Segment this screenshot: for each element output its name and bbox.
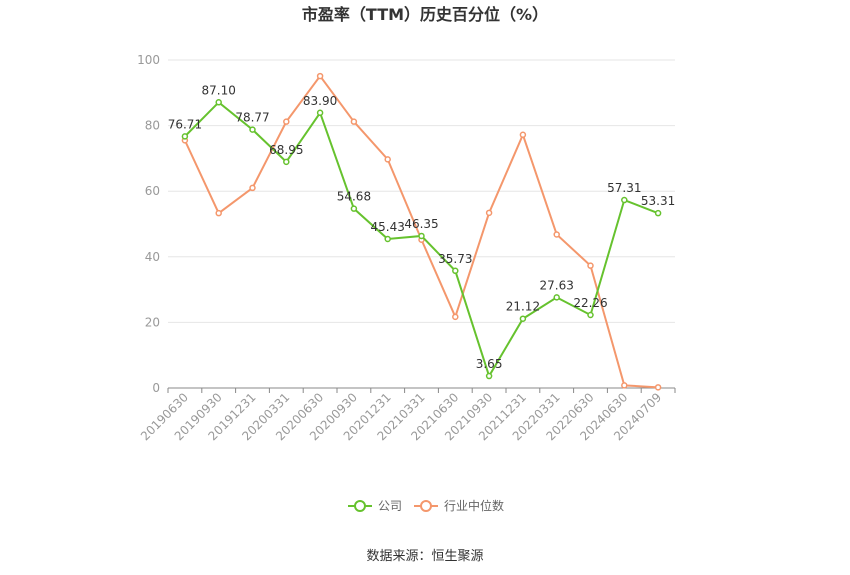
data-point[interactable] [553, 231, 560, 238]
data-label: 78.77 [235, 111, 269, 125]
data-label: 54.68 [337, 190, 371, 204]
y-tick-label: 80 [145, 119, 160, 133]
legend-label: 行业中位数 [444, 498, 504, 513]
y-axis: 0 20 40 60 80 100 [137, 53, 160, 395]
data-point[interactable] [316, 72, 324, 80]
data-label: 53.31 [641, 194, 675, 208]
data-point[interactable] [587, 262, 594, 269]
data-label: 76.71 [168, 117, 202, 131]
data-point[interactable] [621, 382, 628, 389]
series-group [181, 72, 662, 391]
data-point[interactable] [519, 315, 527, 322]
data-label: 3.65 [476, 357, 503, 371]
grid-lines [168, 59, 675, 323]
data-label: 21.12 [506, 300, 540, 314]
data-point[interactable] [485, 209, 493, 217]
legend-item[interactable]: 公司 [348, 499, 402, 513]
data-point[interactable] [384, 156, 391, 163]
data-label: 45.43 [371, 220, 405, 234]
data-point[interactable] [350, 205, 358, 212]
legend-marker [354, 500, 366, 512]
data-point[interactable] [249, 184, 256, 192]
data-label: 87.10 [202, 83, 236, 97]
data-point[interactable] [418, 232, 425, 240]
data-label: 83.90 [303, 94, 337, 108]
data-point[interactable] [587, 311, 594, 319]
y-tick-label: 0 [152, 381, 160, 395]
data-point[interactable] [452, 313, 459, 321]
legend-item[interactable]: 行业中位数 [414, 498, 504, 513]
data-label: 46.35 [404, 217, 438, 231]
data-point[interactable] [283, 118, 290, 125]
data-point[interactable] [215, 209, 222, 217]
legend[interactable]: 公司 行业中位数 [348, 498, 504, 513]
data-point[interactable] [316, 109, 324, 117]
data-labels: 76.71 87.10 78.77 68.95 83.90 54.68 45.43 46.35… [168, 83, 676, 371]
y-tick-label: 20 [145, 315, 160, 329]
data-label: 68.95 [269, 143, 303, 157]
data-label: 22.26 [573, 296, 607, 310]
data-point[interactable] [384, 235, 391, 243]
y-tick-label: 60 [145, 184, 160, 198]
source-note: 数据来源：恒生聚源 [366, 549, 483, 564]
data-point[interactable] [249, 126, 256, 133]
data-point[interactable] [215, 99, 222, 106]
data-point[interactable] [654, 209, 662, 217]
data-label: 27.63 [540, 278, 574, 292]
data-point[interactable] [350, 118, 358, 125]
chart-title: 市盈率（TTM）历史百分位（%） [302, 5, 548, 24]
data-label: 57.31 [607, 181, 641, 195]
legend-marker [420, 500, 432, 512]
y-tick-label: 40 [145, 250, 160, 264]
y-tick-label: 100 [137, 53, 160, 67]
data-point[interactable] [621, 196, 628, 204]
data-point[interactable] [485, 372, 493, 380]
x-axis: 2019063020190930201912312020033120200630… [138, 388, 676, 443]
data-point[interactable] [553, 294, 560, 301]
data-point[interactable] [452, 267, 459, 275]
data-point[interactable] [654, 384, 662, 391]
data-point[interactable] [283, 158, 290, 166]
data-point[interactable] [519, 131, 527, 139]
legend-label: 公司 [378, 499, 402, 513]
data-label: 35.73 [438, 252, 472, 266]
data-point[interactable] [181, 133, 189, 140]
